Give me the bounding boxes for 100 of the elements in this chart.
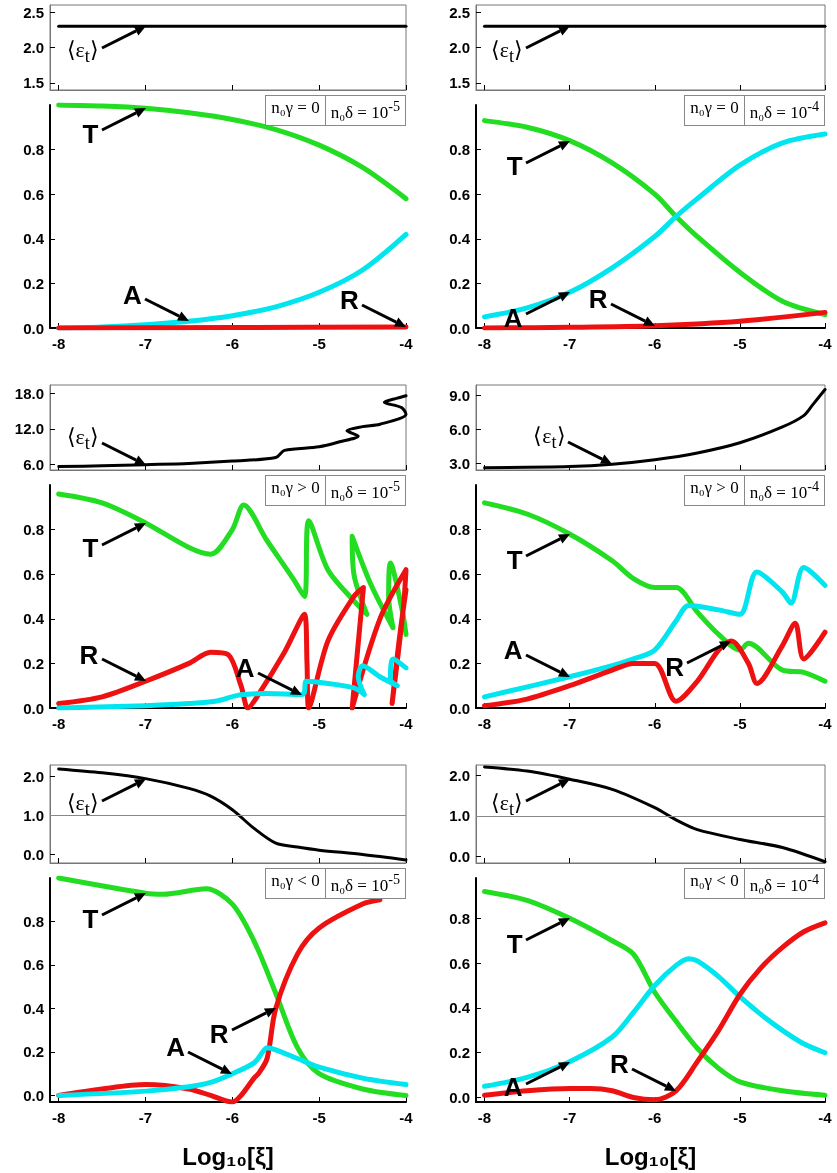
x-tick-label: -7 [562,1109,577,1126]
annotation: n₀δ = 10$^{-5}$ [324,476,405,505]
y-tick-label: 1.0 [449,807,470,825]
annotation: R [209,1018,229,1050]
annotation: n₀γ > 0 [270,477,321,499]
annotation: T [506,151,523,183]
y-tick-label: 0.2 [23,274,44,292]
x-tick-label: -7 [138,1109,153,1126]
x-tick-label: -7 [562,715,577,732]
y-tick-label: 0.0 [449,699,470,717]
y-tick-label: 0.6 [449,954,470,972]
annotation: A [503,635,523,667]
y-tick-label: 0.4 [449,610,471,628]
x-tick-label: -7 [138,715,153,732]
y-tick-label: 6.0 [23,456,44,474]
x-tick-label: -5 [312,1109,326,1126]
annotation: R [588,284,608,316]
y-tick-label: 0.2 [23,1043,44,1061]
x-tick-label: -8 [52,715,66,732]
x-axis-title: Log₁₀[ξ] [182,1142,274,1170]
y-tick-label: 0.6 [23,185,44,203]
annotation: ⟨ε$_{t}$⟩ [66,37,99,68]
annotation: n₀γ = 0 [689,97,740,119]
y-tick-label: 0.8 [449,141,470,159]
y-tick-label: 0.0 [449,319,470,337]
annotation: n₀δ = 10$^{-5}$ [324,869,405,898]
annotation: A [235,653,255,685]
x-tick-label: -5 [733,335,747,352]
x-tick-label: -6 [225,1109,240,1126]
annotation: n₀δ = 10$^{-4}$ [743,869,824,898]
annotation: n₀γ > 0 [689,477,740,499]
x-tick-label: -6 [648,1109,662,1126]
y-tick-label: 2.5 [449,3,470,21]
x-tick-label: -5 [312,715,326,732]
y-tick-label: 0.8 [449,521,470,539]
annotation: ⟨ε$_{t}$⟩ [533,423,566,454]
y-tick-label: 0.2 [23,654,44,672]
y-tick-label: 9.0 [449,386,470,404]
y-tick-label: 0.4 [23,230,45,248]
x-tick-label: -7 [138,335,153,352]
annotation: T [506,544,523,576]
annotation: R [610,1049,629,1081]
y-tick-label: 0.0 [23,1086,44,1104]
y-tick-label: 2.0 [23,768,44,786]
x-tick-label: -8 [52,335,66,352]
annotation: T [506,928,523,960]
y-tick-label: 1.0 [23,807,44,825]
x-tick-label: -8 [477,1109,492,1126]
y-tick-label: 0.0 [23,699,44,717]
y-tick-label: 12.0 [14,420,44,438]
x-tick-label: -6 [648,715,662,732]
annotation: ⟨ε$_{t}$⟩ [490,790,523,821]
x-tick-label: -5 [733,715,747,732]
annotation: n₀δ = 10$^{-5}$ [324,96,405,125]
y-tick-label: 0.6 [23,956,44,974]
x-tick-label: -6 [648,335,662,352]
annotation: R [79,639,99,671]
y-tick-label: 0.0 [449,1089,470,1107]
x-tick-label: -7 [562,335,577,352]
x-tick-label: -5 [733,1109,747,1126]
y-tick-label: 0.0 [23,845,44,863]
annotation: A [122,279,142,311]
annotation: R [340,285,359,317]
annotation: A [166,1032,186,1064]
x-tick-label: -6 [225,715,240,732]
y-tick-label: 3.0 [449,454,470,472]
y-tick-label: 18.0 [14,384,44,402]
y-tick-label: 0.4 [449,230,471,248]
y-tick-label: 0.4 [23,610,45,628]
y-tick-label: 2.5 [23,3,44,21]
annotation: T [82,533,99,565]
y-tick-label: 0.2 [449,1044,470,1062]
annotation: T [82,903,99,935]
y-tick-label: 0.8 [449,909,470,927]
y-tick-label: 0.8 [23,913,44,930]
y-tick-label: 0.2 [449,274,470,292]
annotation: ⟨ε$_{t}$⟩ [66,423,99,455]
annotation: T [82,118,99,150]
annotation: n₀δ = 10$^{-4}$ [743,96,824,125]
x-tick-label: -6 [225,335,240,352]
y-tick-label: 1.5 [23,74,44,92]
x-tick-label: -4 [399,335,414,352]
y-tick-label: 6.0 [449,420,470,438]
annotation: A [503,1072,523,1104]
y-tick-label: 0.4 [23,999,45,1017]
x-tick-label: -4 [818,1109,833,1126]
x-tick-label: -4 [399,715,414,732]
x-tick-label: -4 [818,335,833,352]
annotation: n₀δ = 10$^{-4}$ [743,476,824,505]
y-tick-label: 0.4 [449,999,471,1017]
x-axis-title: Log₁₀[ξ] [604,1142,697,1170]
annotation: ⟨ε$_{t}$⟩ [490,37,523,68]
annotation: n₀γ < 0 [270,870,321,892]
x-tick-label: -8 [52,1109,66,1126]
annotation: ⟨ε$_{t}$⟩ [66,789,99,820]
y-tick-label: 0.0 [23,319,44,337]
y-tick-label: 2.0 [449,766,470,784]
y-tick-label: 0.0 [449,847,470,865]
annotation: n₀γ = 0 [270,97,321,119]
y-tick-label: 2.0 [449,39,470,56]
